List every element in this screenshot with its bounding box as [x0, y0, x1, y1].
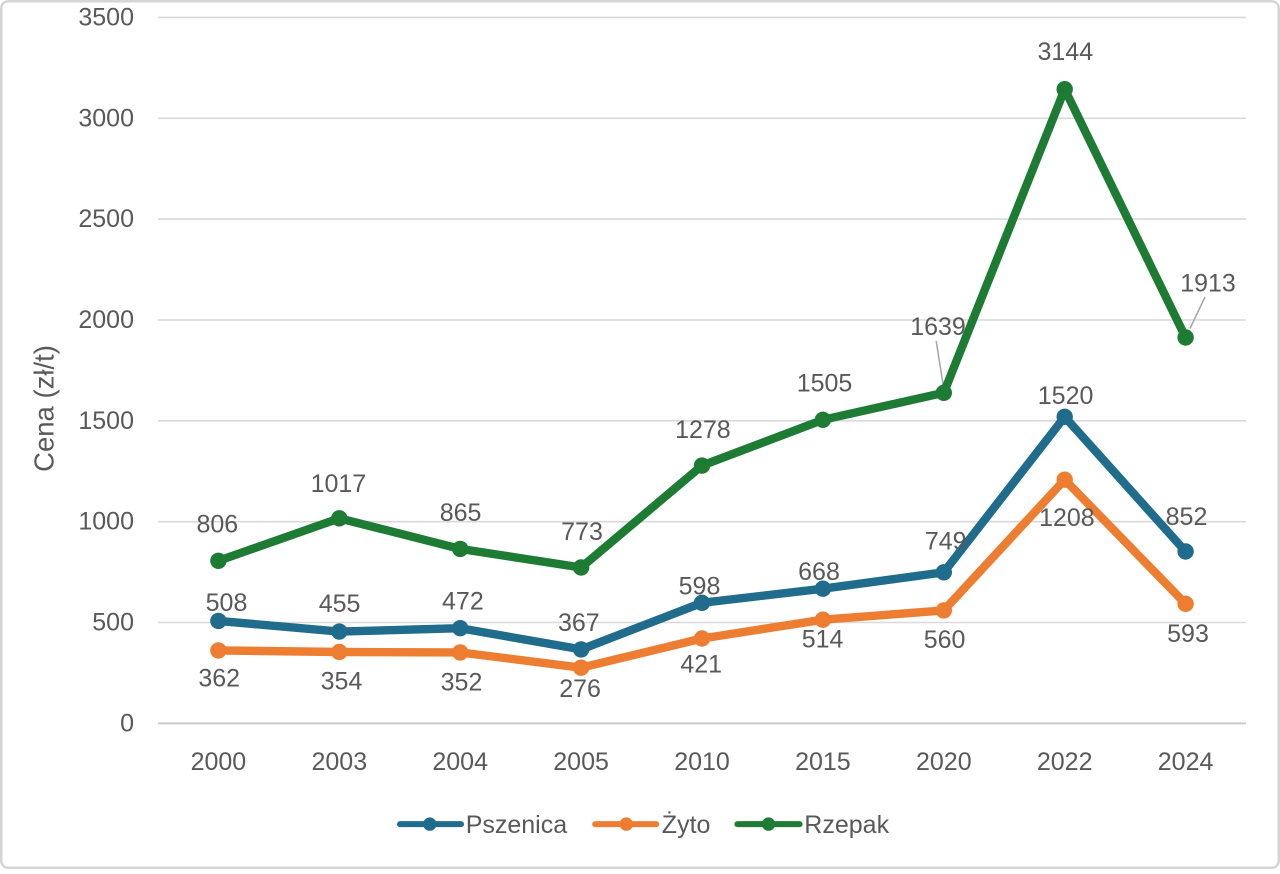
svg-text:352: 352: [441, 669, 483, 697]
svg-text:1500: 1500: [78, 407, 134, 435]
svg-text:2003: 2003: [311, 748, 367, 776]
svg-text:1000: 1000: [78, 508, 134, 536]
svg-text:593: 593: [1167, 620, 1209, 648]
svg-text:806: 806: [196, 511, 238, 539]
svg-text:Pszenica: Pszenica: [466, 811, 568, 839]
svg-text:668: 668: [798, 558, 840, 586]
svg-text:2000: 2000: [78, 306, 134, 334]
svg-text:773: 773: [561, 518, 603, 546]
svg-text:2022: 2022: [1037, 748, 1093, 776]
svg-text:367: 367: [558, 609, 600, 637]
svg-text:598: 598: [679, 572, 721, 600]
svg-text:Rzepak: Rzepak: [804, 811, 889, 839]
svg-text:421: 421: [680, 650, 722, 678]
svg-text:500: 500: [92, 609, 134, 637]
svg-text:3500: 3500: [78, 3, 134, 31]
svg-text:1639: 1639: [910, 313, 966, 341]
svg-text:2020: 2020: [916, 748, 972, 776]
svg-text:455: 455: [319, 590, 361, 618]
svg-text:0: 0: [120, 709, 134, 737]
svg-text:2010: 2010: [674, 748, 730, 776]
svg-text:2004: 2004: [432, 748, 488, 776]
svg-text:514: 514: [802, 625, 844, 653]
svg-text:2000: 2000: [191, 748, 247, 776]
svg-text:Cena (zł/t): Cena (zł/t): [29, 345, 60, 472]
svg-text:276: 276: [559, 675, 601, 703]
svg-text:1505: 1505: [797, 369, 853, 397]
svg-text:852: 852: [1166, 503, 1208, 531]
svg-text:1520: 1520: [1038, 382, 1094, 410]
svg-text:2005: 2005: [553, 748, 609, 776]
svg-text:362: 362: [198, 665, 240, 693]
svg-text:1278: 1278: [675, 416, 731, 444]
svg-text:865: 865: [440, 499, 482, 527]
svg-text:3144: 3144: [1037, 38, 1093, 66]
svg-text:3000: 3000: [78, 104, 134, 132]
svg-text:749: 749: [925, 528, 967, 556]
svg-text:1017: 1017: [311, 470, 367, 498]
svg-text:2015: 2015: [795, 748, 851, 776]
svg-text:1913: 1913: [1180, 270, 1236, 298]
svg-text:472: 472: [442, 588, 484, 616]
svg-text:2024: 2024: [1158, 748, 1214, 776]
svg-text:354: 354: [321, 668, 363, 696]
svg-text:508: 508: [206, 589, 248, 617]
svg-text:560: 560: [924, 626, 966, 654]
svg-text:1208: 1208: [1039, 504, 1095, 532]
svg-text:Żyto: Żyto: [662, 810, 711, 839]
svg-text:2500: 2500: [78, 205, 134, 233]
